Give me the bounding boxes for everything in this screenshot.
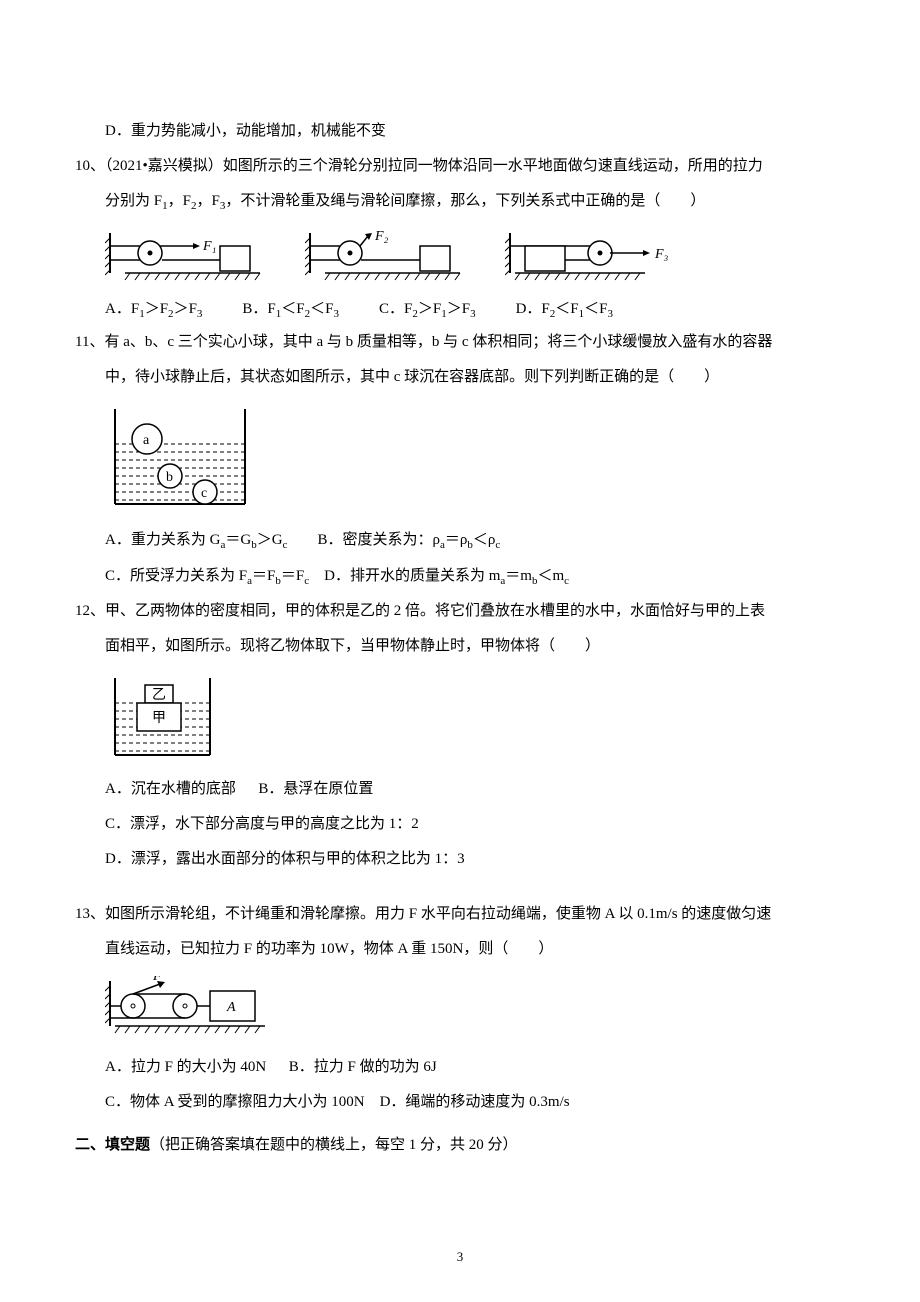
- svg-text:A: A: [226, 1000, 236, 1015]
- q11-optD: D．排开水的质量关系为 ma＝mb＜mc: [324, 568, 569, 584]
- q11-options-row2: C．所受浮力关系为 Fa＝Fb＝Fc D．排开水的质量关系为 ma＝mb＜mc: [75, 560, 845, 593]
- q11-container-svg: a b c: [105, 404, 255, 514]
- svg-text:甲: 甲: [152, 711, 166, 726]
- q12-line1: 12、甲、乙两物体的密度相同，甲的体积是乙的 2 倍。将它们叠放在水槽里的水中，…: [75, 595, 845, 628]
- q13-optB: B．拉力 F 做的功为 6J: [289, 1059, 437, 1075]
- svg-text:F: F: [152, 976, 162, 984]
- q13-optC: C．物体 A 受到的摩擦阻力大小为 100N: [105, 1094, 365, 1110]
- q12-optC: C．漂浮，水下部分高度与甲的高度之比为 1：2: [75, 808, 845, 841]
- q11-options-row1: A．重力关系为 Ga＝Gb＞Gc B．密度关系为：ρa＝ρb＜ρc: [75, 524, 845, 557]
- q11-diagram: a b c: [75, 404, 845, 514]
- q12-options-row1: A．沉在水槽的底部 B．悬浮在原位置: [75, 773, 845, 806]
- q10-options: A．F1＞F2＞F3 B．F1＜F2＜F3 C．F2＞F1＞F3 D．F2＜F1…: [75, 293, 845, 326]
- q10-optA: A．F1＞F2＞F3: [105, 293, 202, 326]
- svg-text:F₃: F₃: [654, 247, 669, 262]
- page-number: 3: [457, 1243, 464, 1272]
- q13-options-row1: A．拉力 F 的大小为 40N B．拉力 F 做的功为 6J: [75, 1051, 845, 1084]
- q13-optA: A．拉力 F 的大小为 40N: [105, 1059, 266, 1075]
- section2-desc: （把正确答案填在题中的横线上，每空 1 分，共 20 分）: [150, 1137, 518, 1153]
- q12-line2: 面相平，如图所示。现将乙物体取下，当甲物体静止时，甲物体将（ ）: [75, 630, 845, 663]
- q10-text1: 如图所示的三个滑轮分别拉同一物体沿同一水平地面做匀速直线运动，所用的拉力: [223, 158, 763, 174]
- svg-text:a: a: [143, 433, 150, 448]
- q10-pulley3-svg: F₃: [505, 228, 685, 283]
- q11-optA: A．重力关系为 Ga＝Gb＞Gc: [105, 532, 287, 548]
- q10-number: 10、: [75, 158, 105, 174]
- q12-optD: D．漂浮，露出水面部分的体积与甲的体积之比为 1：3: [75, 843, 845, 876]
- q10-diagrams: F₁ F₂: [75, 228, 845, 283]
- svg-text:F₂: F₂: [374, 229, 389, 244]
- q9-option-d: D．重力势能减小，动能增加，机械能不变: [75, 115, 845, 148]
- q13-optD: D．绳端的移动速度为 0.3m/s: [380, 1094, 570, 1110]
- q12-text1: 甲、乙两物体的密度相同，甲的体积是乙的 2 倍。将它们叠放在水槽里的水中，水面恰…: [105, 603, 765, 619]
- q10-optD: D．F2＜F1＜F3: [516, 293, 613, 326]
- q11-text1: 有 a、b、c 三个实心小球，其中 a 与 b 质量相等，b 与 c 体积相同；…: [104, 334, 772, 350]
- q13-pulley-svg: F A: [105, 976, 275, 1041]
- q12-diagram: 乙 甲: [75, 673, 845, 763]
- svg-text:b: b: [166, 470, 173, 485]
- q11-optB: B．密度关系为：ρa＝ρb＜ρc: [317, 532, 500, 548]
- q10-pulley1-svg: F₁: [105, 228, 265, 283]
- svg-text:c: c: [201, 486, 207, 501]
- q12-number: 12、: [75, 603, 105, 619]
- q10-pulley2-svg: F₂: [305, 228, 465, 283]
- svg-text:F₁: F₁: [202, 239, 216, 254]
- q10-source: （2021•嘉兴模拟）: [105, 158, 223, 174]
- q13-diagram: F A: [75, 976, 845, 1041]
- q9-option-d-text: D．重力势能减小，动能增加，机械能不变: [105, 123, 386, 139]
- q12-optB: B．悬浮在原位置: [258, 781, 373, 797]
- q12-optA: A．沉在水槽的底部: [105, 781, 236, 797]
- q11-optC: C．所受浮力关系为 Fa＝Fb＝Fc: [105, 568, 309, 584]
- q11-text2: 中，待小球静止后，其状态如图所示，其中 c 球沉在容器底部。则下列判断正确的是（…: [105, 369, 719, 385]
- q11-line2: 中，待小球静止后，其状态如图所示，其中 c 球沉在容器底部。则下列判断正确的是（…: [75, 361, 845, 394]
- q13-number: 13、: [75, 906, 105, 922]
- q12-container-svg: 乙 甲: [105, 673, 225, 763]
- q13-text1: 如图所示滑轮组，不计绳重和滑轮摩擦。用力 F 水平向右拉动绳端，使重物 A 以 …: [105, 906, 771, 922]
- q11-number: 11、: [75, 334, 104, 350]
- section2-title-text: 二、填空题: [75, 1137, 150, 1153]
- q13-line1: 13、如图所示滑轮组，不计绳重和滑轮摩擦。用力 F 水平向右拉动绳端，使重物 A…: [75, 898, 845, 931]
- q13-options-row2: C．物体 A 受到的摩擦阻力大小为 100N D．绳端的移动速度为 0.3m/s: [75, 1086, 845, 1119]
- q10-line2: 分别为 F1，F2，F3，不计滑轮重及绳与滑轮间摩擦，那么，下列关系式中正确的是…: [75, 185, 845, 218]
- q13-text2: 直线运动，已知拉力 F 的功率为 10W，物体 A 重 150N，则（ ）: [105, 941, 553, 957]
- q12-text2: 面相平，如图所示。现将乙物体取下，当甲物体静止时，甲物体将（ ）: [105, 638, 600, 654]
- svg-text:乙: 乙: [152, 687, 166, 703]
- q10-optB: B．F1＜F2＜F3: [242, 293, 339, 326]
- section2-title: 二、填空题（把正确答案填在题中的横线上，每空 1 分，共 20 分）: [75, 1129, 845, 1162]
- q10-line1: 10、（2021•嘉兴模拟）如图所示的三个滑轮分别拉同一物体沿同一水平地面做匀速…: [75, 150, 845, 183]
- q13-line2: 直线运动，已知拉力 F 的功率为 10W，物体 A 重 150N，则（ ）: [75, 933, 845, 966]
- q10-optC: C．F2＞F1＞F3: [379, 293, 476, 326]
- q11-line1: 11、有 a、b、c 三个实心小球，其中 a 与 b 质量相等，b 与 c 体积…: [75, 326, 845, 359]
